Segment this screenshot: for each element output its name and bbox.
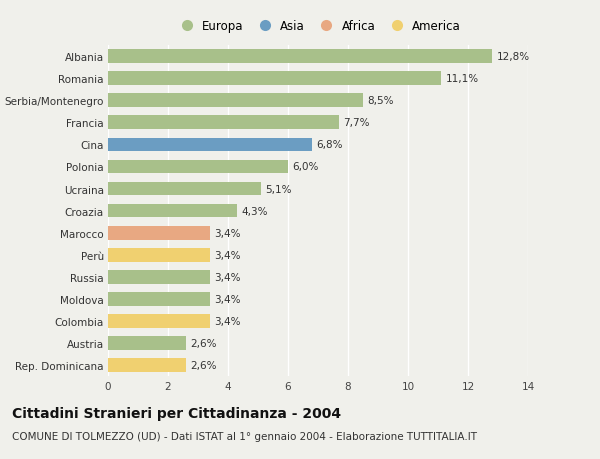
Text: Cittadini Stranieri per Cittadinanza - 2004: Cittadini Stranieri per Cittadinanza - 2… xyxy=(12,406,341,420)
Bar xyxy=(108,116,339,130)
Bar xyxy=(108,94,363,108)
Bar xyxy=(108,160,288,174)
Text: 3,4%: 3,4% xyxy=(214,316,241,326)
Text: 6,8%: 6,8% xyxy=(317,140,343,150)
Bar xyxy=(108,204,237,218)
Legend: Europa, Asia, Africa, America: Europa, Asia, Africa, America xyxy=(175,21,461,34)
Bar xyxy=(108,358,186,372)
Bar xyxy=(108,292,210,306)
Text: 5,1%: 5,1% xyxy=(265,184,292,194)
Bar xyxy=(108,248,210,262)
Text: 3,4%: 3,4% xyxy=(214,228,241,238)
Bar xyxy=(108,138,312,152)
Bar xyxy=(108,270,210,284)
Text: 2,6%: 2,6% xyxy=(190,338,217,348)
Text: 11,1%: 11,1% xyxy=(445,74,479,84)
Text: 4,3%: 4,3% xyxy=(241,206,268,216)
Text: 3,4%: 3,4% xyxy=(214,272,241,282)
Text: 6,0%: 6,0% xyxy=(292,162,319,172)
Text: 3,4%: 3,4% xyxy=(214,294,241,304)
Bar xyxy=(108,314,210,328)
Text: 2,6%: 2,6% xyxy=(190,360,217,370)
Text: 7,7%: 7,7% xyxy=(343,118,370,128)
Bar xyxy=(108,50,492,64)
Text: COMUNE DI TOLMEZZO (UD) - Dati ISTAT al 1° gennaio 2004 - Elaborazione TUTTITALI: COMUNE DI TOLMEZZO (UD) - Dati ISTAT al … xyxy=(12,431,477,442)
Text: 3,4%: 3,4% xyxy=(214,250,241,260)
Bar xyxy=(108,182,261,196)
Text: 8,5%: 8,5% xyxy=(367,96,394,106)
Bar xyxy=(108,72,441,86)
Bar xyxy=(108,226,210,240)
Text: 12,8%: 12,8% xyxy=(496,52,530,62)
Bar xyxy=(108,336,186,350)
